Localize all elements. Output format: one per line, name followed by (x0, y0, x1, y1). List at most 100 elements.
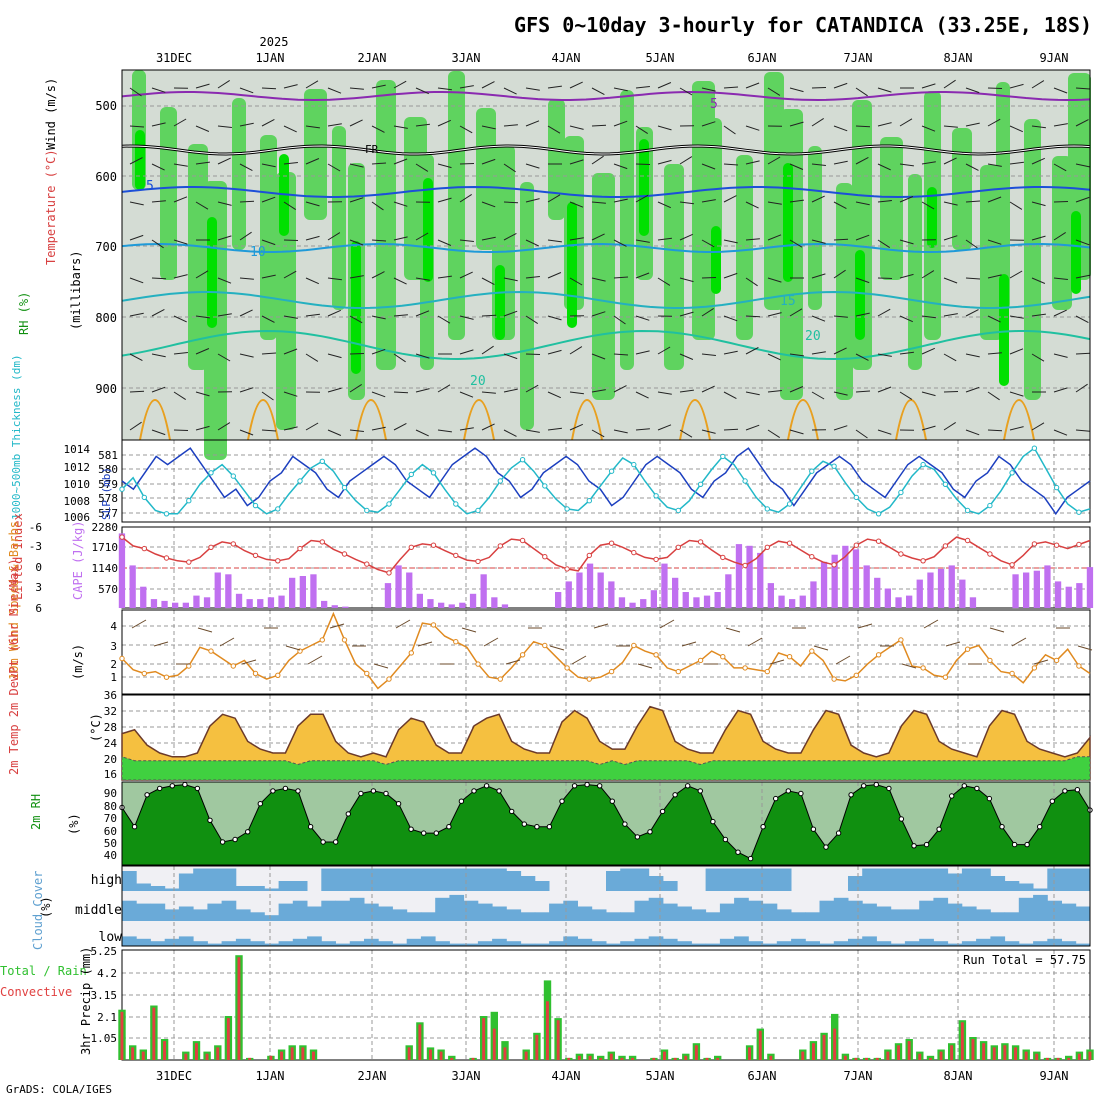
wind-barb (701, 277, 717, 279)
rh2m-point (1049, 798, 1056, 804)
cloud-high-cell (1047, 868, 1062, 891)
wind-barb (239, 87, 254, 94)
lifted-index-point (920, 558, 926, 564)
wind-barb (481, 423, 495, 431)
wind-barb (349, 197, 364, 203)
precip-conv-bar (982, 1043, 986, 1060)
cloud-high-cell (292, 881, 308, 891)
wind-barb (415, 310, 430, 317)
precip-tick-label: 2.1 (97, 1011, 117, 1024)
thickness-tick-label: 577 (98, 507, 118, 520)
thickness-tick-label: 579 (98, 478, 118, 491)
wind-barb (327, 309, 342, 317)
wind-barb (811, 351, 826, 355)
cloud-mid-cell (235, 909, 251, 921)
cape-bar (831, 554, 838, 608)
cloud-high-cell (919, 868, 934, 891)
cloud-high-cell (392, 868, 408, 891)
wind-barb (261, 391, 274, 401)
wind-barb (195, 270, 209, 279)
thickness-point (987, 502, 993, 509)
wind-barb (371, 201, 384, 211)
wind-barb (965, 200, 981, 203)
wind-barb (173, 391, 186, 401)
precip-conv-bar (418, 1024, 422, 1060)
cloud-mid-cell (150, 903, 166, 921)
cloud-high-cell (606, 871, 621, 891)
cloud-low-cell (1047, 938, 1062, 946)
wind-barb (525, 384, 539, 393)
surface-wind-barb (769, 659, 785, 665)
contour-label: 20 (470, 374, 486, 389)
cape-bar (235, 593, 243, 608)
wind10-speed-point (764, 668, 770, 675)
cape-bar (608, 581, 615, 608)
cape-bar (182, 602, 189, 608)
cape-bar (778, 595, 785, 608)
cloud-high-cell (250, 886, 265, 891)
rh-saturated-region (711, 226, 721, 294)
cloud-high-cell (506, 871, 522, 891)
thickness-point (720, 453, 726, 460)
wind-barb (1031, 277, 1046, 284)
contour-label: 20 (805, 329, 821, 344)
cape-bar (299, 576, 306, 608)
precip-conv-bar (886, 1051, 890, 1060)
precip-conv-bar (524, 1051, 528, 1060)
rh2m-point (747, 855, 754, 862)
wind-barb (437, 87, 452, 91)
wind-barb (1031, 80, 1045, 89)
cloud-mid-cell (406, 912, 422, 921)
cape-bar (1065, 586, 1072, 608)
wind-barb (305, 80, 319, 89)
wind-barb (657, 391, 672, 395)
cloud-mid-cell (961, 906, 977, 921)
wind-barb (283, 201, 296, 211)
wind10-axis-title: 10m Wind Speed & Barbs (7, 521, 21, 680)
wind-barb (437, 275, 452, 279)
cloud-low-cell (477, 941, 493, 946)
temperature-axis-title: Temperature (°C) (44, 149, 58, 265)
wind-barb (811, 195, 825, 203)
wind-barb (195, 201, 209, 210)
cloud-high-cell (1061, 868, 1077, 891)
cloud-low-cell (534, 943, 550, 946)
wind-barb (899, 391, 913, 400)
cloud-low-cell (264, 943, 280, 946)
wind-barb (129, 390, 145, 393)
wind-barb (1075, 274, 1090, 279)
cape-tick-label: 1710 (92, 541, 119, 554)
rh2m-point (546, 824, 553, 830)
chart-layer: 31DEC 31DEC 1JAN 1JAN 2JAN 2JAN 3JAN 3JAN 4JAN 4J… (0, 51, 1094, 1083)
cloud-mid-cell (477, 903, 493, 921)
cloud-high-cell (1018, 883, 1034, 891)
thickness-point (564, 506, 570, 512)
top-day-label: 6JAN (748, 51, 777, 65)
cloud-mid-cell (207, 903, 223, 921)
cape-bar (640, 599, 647, 608)
wind-barb (305, 277, 320, 285)
lifted-index-point (1053, 542, 1060, 548)
wind-barb (569, 391, 584, 395)
wind-barb (921, 161, 936, 165)
wind-barb (1053, 309, 1067, 317)
wind-barb (327, 87, 342, 94)
rh2m-point (282, 785, 289, 792)
thickness-point (1009, 470, 1015, 476)
wind-barb (239, 122, 254, 127)
temp-unit: (°C) (89, 713, 103, 742)
lifted-index-point (297, 545, 303, 552)
wind-barb (943, 313, 958, 317)
wind-barb (1075, 315, 1089, 324)
cloud-high-cell (520, 876, 536, 891)
wind-barb (547, 85, 562, 89)
precip-conv-bar (1067, 1057, 1071, 1060)
rh2m-unit: (%) (67, 813, 81, 835)
cloud-high-cell (406, 868, 422, 891)
cape-bar (597, 572, 604, 608)
wind-barb (789, 239, 803, 248)
wind-barb (789, 429, 804, 435)
wind-barb (657, 159, 672, 165)
wind-barb (481, 201, 496, 208)
rh2m-point (773, 795, 779, 802)
